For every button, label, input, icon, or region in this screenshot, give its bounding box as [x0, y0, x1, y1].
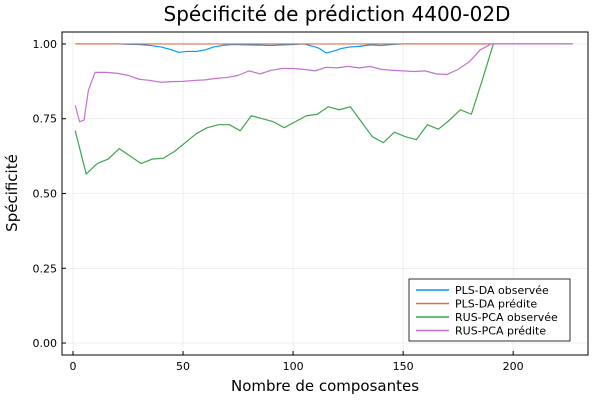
tick-labels: 0 50 100 150 200 0.00 0.25 0.50 0.75 1.00: [33, 38, 524, 373]
series-line-4: [74, 43, 573, 123]
x-tick-label: 150: [393, 360, 414, 373]
chart-title: Spécificité de prédiction 4400-02D: [164, 2, 511, 26]
y-tick-label: 0.25: [33, 262, 58, 275]
x-tick-label: 50: [176, 360, 190, 373]
y-tick-label: 1.00: [33, 38, 58, 51]
y-axis-label: Spécificité: [3, 154, 21, 232]
series-line-3: [74, 43, 573, 175]
legend-label: RUS-PCA prédite: [455, 325, 546, 338]
y-tick-label: 0.00: [33, 337, 58, 350]
legend-label: PLS-DA observée: [455, 284, 549, 297]
legend-label: RUS-PCA observée: [455, 311, 558, 324]
legend-label: PLS-DA prédite: [455, 298, 537, 311]
y-tick-label: 0.50: [33, 188, 58, 201]
y-tick-label: 0.75: [33, 113, 58, 126]
x-tick-label: 0: [70, 360, 77, 373]
axes: [61, 31, 589, 356]
x-axis-label: Nombre de composantes: [231, 377, 419, 395]
x-tick-label: 200: [503, 360, 524, 373]
series-lines: [74, 43, 573, 175]
x-tick-label: 100: [283, 360, 304, 373]
series-line-1: [75, 43, 573, 54]
